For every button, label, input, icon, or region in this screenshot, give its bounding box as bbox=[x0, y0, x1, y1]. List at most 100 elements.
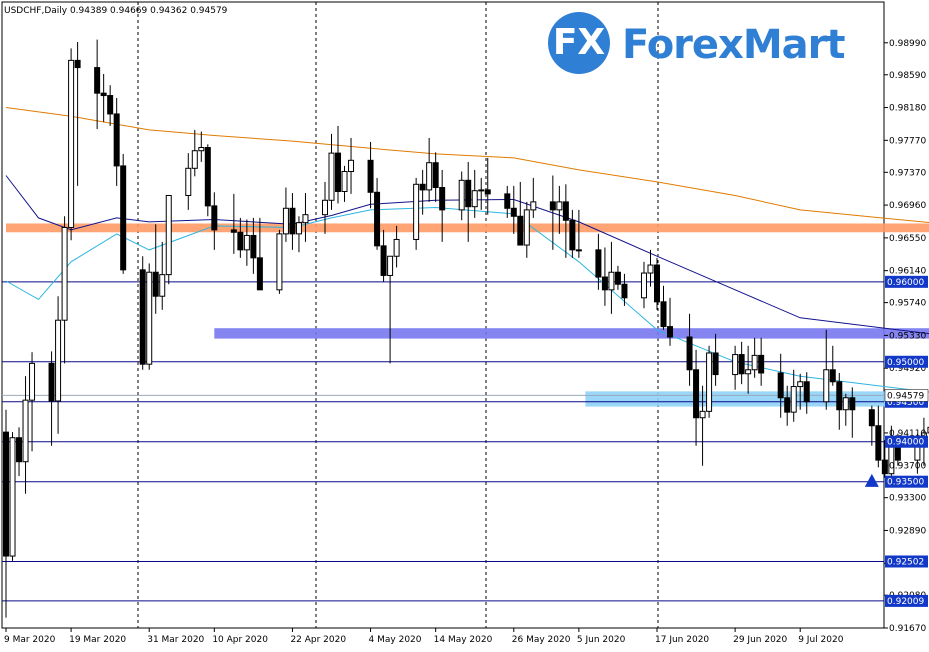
y-tick-label: 0.97370 bbox=[889, 168, 926, 178]
candle-bullish bbox=[707, 353, 712, 411]
candle-bearish bbox=[596, 250, 601, 277]
candle-bearish bbox=[381, 246, 386, 276]
candle-bullish bbox=[388, 256, 393, 275]
candle-bearish bbox=[511, 208, 516, 216]
candle-bullish bbox=[199, 148, 204, 151]
candle-bearish bbox=[563, 202, 568, 220]
candle-bullish bbox=[427, 163, 432, 190]
candle-bullish bbox=[609, 272, 614, 290]
candle-bullish bbox=[23, 400, 28, 462]
level-label: 0.92502 bbox=[887, 557, 924, 567]
candle-bullish bbox=[746, 370, 751, 374]
candle-bearish bbox=[466, 180, 471, 206]
y-tick-label: 0.96550 bbox=[889, 234, 926, 244]
candle-bullish bbox=[69, 60, 74, 227]
candle-bullish bbox=[147, 272, 152, 364]
candle-bearish bbox=[622, 284, 627, 298]
candle-bullish bbox=[414, 184, 419, 239]
x-tick-label: 17 Jun 2020 bbox=[655, 635, 709, 645]
candle-bearish bbox=[368, 160, 373, 192]
candle-bullish bbox=[472, 191, 477, 207]
candle-bearish bbox=[75, 60, 80, 67]
candle-bullish bbox=[303, 215, 308, 223]
x-tick-label: 9 Jul 2020 bbox=[798, 635, 843, 645]
level-label: 0.93500 bbox=[887, 478, 924, 488]
candle-bullish bbox=[349, 160, 354, 171]
level-label: 0.94000 bbox=[887, 438, 924, 448]
x-tick-label: 10 Apr 2020 bbox=[212, 635, 268, 645]
candle-bullish bbox=[524, 210, 529, 245]
candle-bearish bbox=[615, 272, 620, 284]
level-label: 0.96000 bbox=[887, 278, 924, 288]
chart-header-symbol: USDCHF,Daily 0.94389 0.94669 0.94362 0.9… bbox=[4, 6, 228, 16]
candle-bullish bbox=[10, 438, 15, 556]
y-tick-label: 0.96140 bbox=[889, 267, 926, 277]
y-tick-label: 0.92890 bbox=[889, 526, 926, 536]
candle-bearish bbox=[121, 166, 126, 270]
candle-bullish bbox=[277, 234, 282, 290]
candle-bearish bbox=[668, 327, 673, 337]
x-tick-label: 9 Mar 2020 bbox=[4, 635, 56, 645]
candle-bullish bbox=[459, 180, 464, 210]
candle-bearish bbox=[49, 363, 54, 401]
candle-bullish bbox=[296, 223, 301, 234]
candle-bearish bbox=[153, 272, 158, 296]
zone-orange bbox=[6, 223, 929, 232]
candle-bearish bbox=[290, 208, 295, 234]
y-tick-label: 0.98180 bbox=[889, 104, 926, 114]
zone-purple bbox=[214, 328, 929, 338]
y-tick-label: 0.98590 bbox=[889, 71, 926, 81]
y-tick-label: 0.98990 bbox=[889, 39, 926, 49]
candle-bullish bbox=[283, 208, 288, 234]
candle-bullish bbox=[244, 235, 249, 249]
candle-bearish bbox=[114, 114, 119, 166]
candle-bearish bbox=[661, 302, 666, 327]
candle-bullish bbox=[62, 227, 67, 320]
y-tick-label: 0.93300 bbox=[889, 494, 926, 504]
candle-bullish bbox=[394, 239, 399, 256]
candle-bearish bbox=[759, 355, 764, 373]
candle-bullish bbox=[798, 382, 803, 387]
candle-bearish bbox=[550, 202, 555, 210]
candle-bearish bbox=[336, 153, 341, 191]
plot-area bbox=[2, 2, 884, 628]
candle-bearish bbox=[95, 68, 100, 94]
candle-bullish bbox=[700, 411, 705, 417]
forexmart-logo-text: ForexMart bbox=[622, 22, 844, 68]
candle-bullish bbox=[843, 398, 848, 410]
candle-bullish bbox=[531, 202, 536, 210]
candle-bearish bbox=[231, 230, 236, 232]
candle-bearish bbox=[882, 460, 887, 474]
y-tick-label: 0.97770 bbox=[889, 136, 926, 146]
candle-bearish bbox=[205, 148, 210, 206]
candle-bearish bbox=[505, 194, 510, 208]
candle-bullish bbox=[641, 273, 646, 298]
candle-bullish bbox=[160, 275, 165, 297]
candle-bearish bbox=[101, 93, 106, 95]
candle-bullish bbox=[30, 363, 35, 400]
candle-bullish bbox=[557, 202, 562, 210]
level-label: 0.92009 bbox=[887, 597, 924, 607]
x-tick-label: 29 Jun 2020 bbox=[733, 635, 787, 645]
candle-bearish bbox=[140, 270, 145, 364]
candle-bearish bbox=[876, 426, 881, 460]
y-tick-label: 0.95740 bbox=[889, 299, 926, 309]
candle-bearish bbox=[739, 355, 744, 374]
candle-bearish bbox=[257, 258, 262, 290]
candle-bearish bbox=[108, 96, 113, 114]
x-tick-label: 26 May 2020 bbox=[512, 635, 571, 645]
candle-bullish bbox=[186, 168, 191, 195]
candle-bullish bbox=[791, 387, 796, 413]
candle-bearish bbox=[485, 190, 490, 194]
candle-bearish bbox=[804, 382, 809, 402]
x-tick-label: 4 May 2020 bbox=[369, 635, 422, 645]
candle-bearish bbox=[837, 382, 842, 410]
candle-bullish bbox=[192, 151, 197, 169]
candle-bearish bbox=[655, 265, 660, 302]
candle-bearish bbox=[694, 370, 699, 418]
candle-bullish bbox=[322, 200, 327, 214]
x-tick-label: 22 Apr 2020 bbox=[290, 635, 346, 645]
candle-bearish bbox=[17, 438, 22, 462]
